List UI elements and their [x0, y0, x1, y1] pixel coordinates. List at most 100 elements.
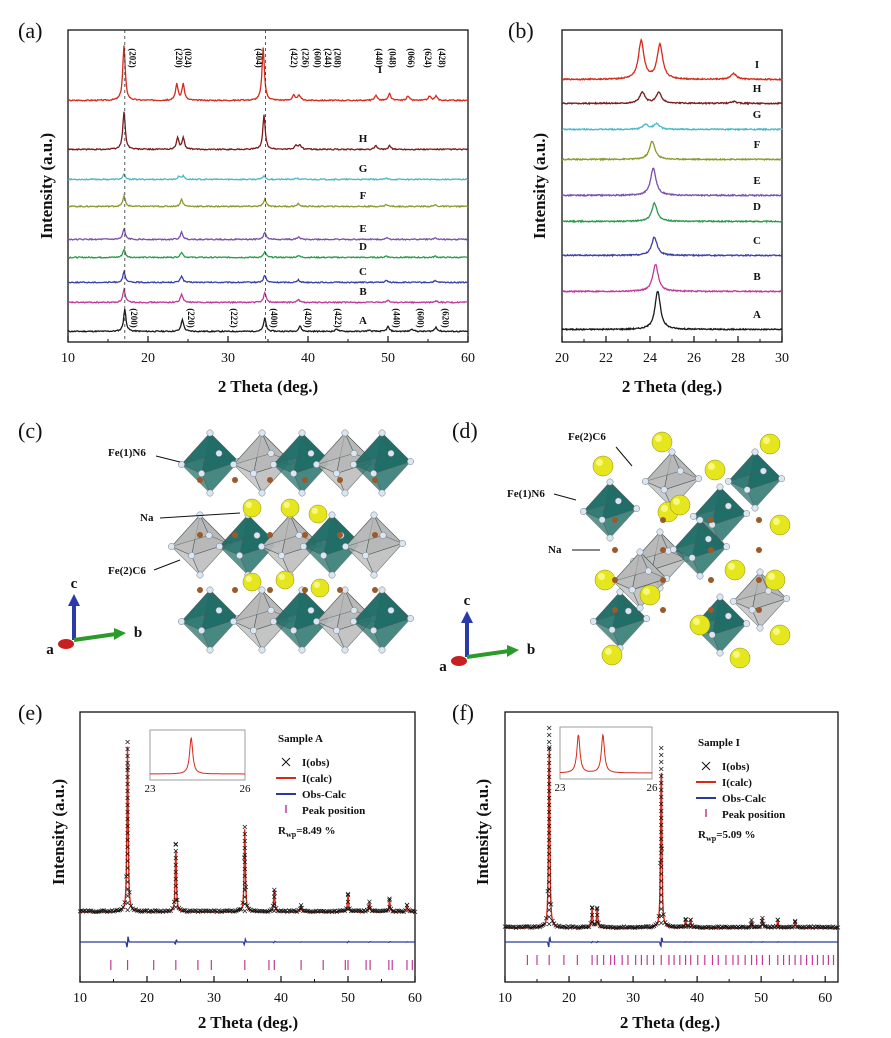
panel-f-obs-marker [594, 912, 600, 918]
panel-f-inset-tick-26: 26 [647, 782, 659, 794]
panel-c-pointer-fe2c6 [153, 559, 181, 571]
panel-e-obs-marker [125, 879, 130, 885]
panel-c-label-fe2c6: Fe(2)C6 [108, 565, 146, 577]
panel-a-hkl-bottom-422: (422) [333, 308, 343, 328]
panel-f-obs-marker [546, 830, 552, 836]
panel-a-series-D [68, 248, 469, 259]
panel-a-ylabel: Intensity (a.u.) [37, 133, 56, 239]
panel-b-xtick-label-24: 24 [643, 351, 657, 366]
panel-d-sodium-atom [669, 494, 691, 516]
panel-e-xlabel: 2 Theta (deg.) [198, 1013, 298, 1032]
panel-a-hkl-top-220: (220) [174, 48, 184, 68]
panel-c-octahedron-face [180, 589, 220, 623]
panel-e-xtick-label-60: 60 [408, 991, 422, 1006]
panel-c-octahedron-vertex-atom [370, 511, 378, 519]
panel-d-carbon-atom [756, 577, 762, 583]
panel-c-sodium-atom-highlight [278, 573, 285, 580]
panel-a-series-C [67, 269, 469, 284]
panel-e-obs-marker [242, 880, 248, 886]
panel-e-obs-marker [170, 905, 175, 911]
panel-d-carbon-atom [660, 517, 666, 523]
panel-d-octahedron [579, 478, 641, 542]
panel-c-octahedron-vertex-atom [298, 489, 306, 497]
panel-d-octahedron-face [692, 486, 729, 517]
panel-c-octahedron-vertex-atom [298, 429, 306, 437]
panel-d-octahedron-face [711, 622, 748, 654]
panel-e-obs-marker [242, 831, 248, 837]
panel-d-sodium-atom [764, 569, 786, 591]
panel-c-octahedron-vertex-atom [307, 449, 315, 457]
panel-d-carbon-atom [660, 577, 666, 583]
panel-c-octahedron-face [272, 432, 312, 466]
panel-e-obs-marker [310, 909, 316, 914]
panel-f-legend-obs-calc: Obs-Calc [722, 793, 766, 805]
panel-d-octahedron-vertex-atom [656, 528, 664, 536]
panel-e-obs-marker [340, 908, 346, 913]
panel-c-octahedron-vertex-atom [250, 470, 258, 477]
panel-a-hkl-top-066: (066) [406, 48, 416, 68]
panel-f-obs-marker [659, 857, 664, 863]
panel-e-obs-marker [125, 886, 130, 892]
panel-f-obs-marker [546, 795, 552, 801]
panel-a-hkl-top-048: (048) [388, 48, 398, 68]
panel-a-sample-label-F: F [360, 190, 367, 202]
panel-a-sample-label-H: H [359, 133, 368, 145]
panel-f-xlabel: 2 Theta (deg.) [620, 1013, 720, 1032]
panel-e-obs-marker [264, 909, 269, 914]
panel-e-obs-marker [367, 899, 372, 905]
panel-e-obs-marker [96, 909, 102, 914]
panel-c-octahedron-face [180, 432, 220, 466]
panel-c-octahedron [313, 429, 377, 497]
panel-c-octahedron-vertex-atom [230, 618, 237, 625]
panel-f-obs-marker [659, 794, 664, 800]
panel-f-obs-marker [546, 921, 552, 927]
panel-a-xtick-label-10: 10 [61, 351, 75, 366]
panel-e-obs-marker [125, 774, 130, 780]
panel-a-frame [67, 29, 469, 343]
panel-d-octahedron-vertex-atom [633, 505, 641, 513]
panel-e-obs-marker [367, 906, 372, 912]
panel-e-obs-marker [173, 855, 179, 861]
panel-e-obs-marker [385, 907, 391, 913]
panel-e-obs-marker [272, 901, 277, 907]
panel-c-sodium-atom-highlight [245, 575, 253, 582]
panel-a-hkl-top-226: (226) [300, 48, 310, 68]
panel-f-obs-marker [524, 924, 530, 929]
panel-c-octahedron-vertex-atom [298, 646, 306, 654]
panel-c-octahedron-face [344, 514, 384, 548]
panel-f-obs-marker [659, 906, 664, 912]
panel-b-xtick-label-28: 28 [731, 351, 745, 366]
panel-e-obs-marker [272, 894, 277, 900]
panel-d-octahedron-vertex-atom [606, 534, 614, 542]
panel-f-obs-marker [546, 767, 552, 773]
panel-f-obs-marker [594, 907, 600, 912]
panel-d-octahedron-face [611, 617, 648, 649]
panel-c-octahedron-vertex-atom [350, 606, 358, 614]
panel-e-obs-marker [242, 873, 248, 879]
panel-e-obs-marker [242, 908, 248, 914]
panel-f-frame [504, 711, 839, 983]
panel-c-octahedron-vertex-atom [178, 461, 185, 468]
panel-f-obs-marker [674, 924, 679, 930]
panel-c-octahedron-vertex-atom [198, 627, 206, 634]
panel-f-obs-marker [618, 925, 624, 930]
panel-e-obs-marker [318, 908, 324, 914]
panel-c-sodium-atom [275, 570, 295, 590]
panel-e-obs-marker [125, 872, 130, 878]
panel-c-octahedron-face [201, 617, 240, 651]
panel-b-chart: A B C D E F G HI 20 22 24 26 28 30 2 Theta (deg.) In… [530, 29, 789, 396]
panel-e-obs-marker [173, 862, 179, 868]
panel-f-obs-marker [543, 915, 549, 921]
panel-f-obs-marker [760, 915, 765, 921]
panel-c-octahedron [350, 586, 414, 654]
panel-c-octahedron-vertex-atom [258, 646, 266, 654]
panel-c-label-na: Na [140, 512, 154, 524]
panel-f-obs-marker [688, 924, 693, 930]
panel-a-sample-label-I: I [378, 64, 382, 76]
panel-f-obs-marker [586, 924, 592, 929]
panel-e-obs-marker [116, 908, 121, 913]
panel-c-octahedron-vertex-atom [341, 646, 349, 654]
panel-e-diff-line [80, 936, 415, 948]
panel-b-sample-label-I: I [755, 59, 759, 71]
panel-c-octahedron-vertex-atom [378, 489, 386, 497]
